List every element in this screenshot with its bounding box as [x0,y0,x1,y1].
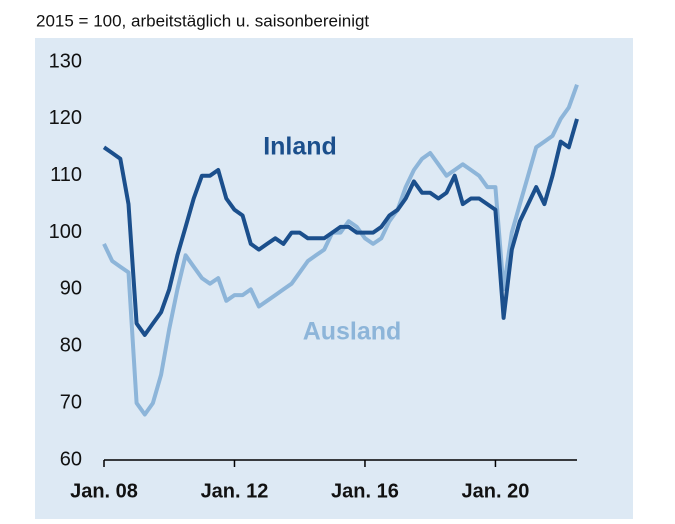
y-tick-label: 100 [49,221,82,243]
x-tick-label: Jan. 12 [201,480,269,502]
y-tick-label: 120 [49,107,82,129]
y-tick-label: 110 [50,164,82,186]
y-tick-label: 80 [60,335,82,357]
y-tick-label: 90 [60,278,82,300]
chart-subtitle: 2015 = 100, arbeitstäglich u. saisonbere… [36,11,369,30]
x-tick-label: Jan. 08 [70,480,138,502]
y-tick-label: 130 [49,50,82,72]
x-tick-label: Jan. 20 [462,480,530,502]
y-tick-label: 60 [60,448,82,470]
y-tick-label: 70 [60,391,82,413]
plot-background [35,38,633,519]
series-label: Inland [263,133,337,161]
x-tick-label: Jan. 16 [331,480,399,502]
series-label: Ausland [303,318,402,346]
data-line [102,118,579,337]
